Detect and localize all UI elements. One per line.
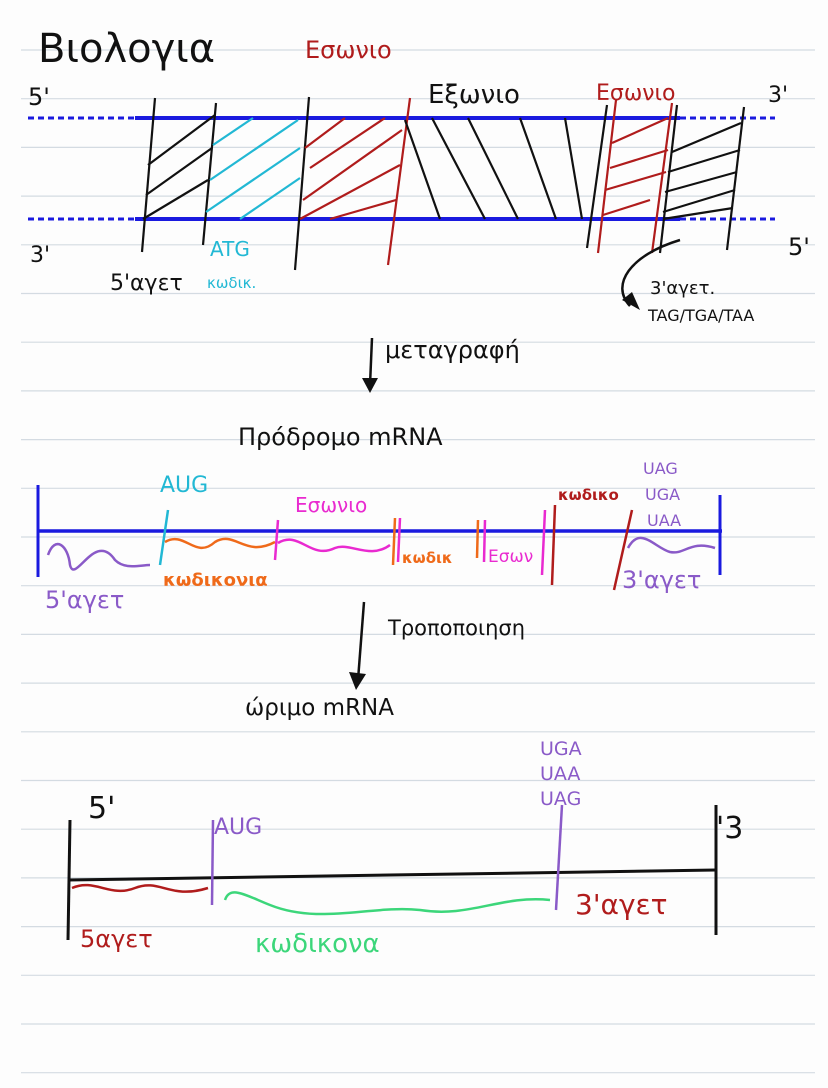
coding-region-label: κωδικονια	[163, 570, 268, 591]
coding-label: κωδικ.	[207, 274, 256, 292]
pre-mrna-diagram: AUG Εσωνιο κωδικονια κωδικ Εσων κωδικο U…	[36, 459, 722, 614]
utr3-label: 3'αγετ.	[650, 278, 715, 299]
arrowhead-icon	[622, 292, 640, 310]
down-arrow-icon	[356, 601, 366, 681]
region-dividers	[140, 96, 746, 271]
transcription-label: μεταγραφή	[385, 336, 520, 364]
coding-label: κωδικονα	[255, 929, 380, 959]
stop-codon-uag: UAG	[643, 459, 678, 478]
hatching	[142, 114, 742, 221]
stop-codon-uaa: UAA	[647, 511, 681, 530]
stop-codon-uag: UAG	[540, 788, 581, 810]
ruled-lines	[21, 49, 815, 1074]
mature-mrna-strand	[67, 868, 717, 882]
dna-label-5prime-bottom: 5'	[788, 233, 810, 261]
utr3-label: 3'αγετ	[575, 888, 668, 921]
aug-label: AUG	[160, 473, 208, 498]
arrowhead-icon	[349, 672, 366, 690]
mature-mrna-title: ώριμο mRNA	[245, 695, 394, 721]
modification-label: Τροποποιηση	[387, 616, 525, 640]
dna-label-3prime-bottom: 3'	[30, 243, 50, 268]
dna-label-3prime-top: 3'	[768, 83, 788, 108]
coding-end-label: κωδικο	[558, 486, 619, 504]
exon-label: Εξωνιο	[428, 80, 520, 110]
dna-label-5prime-top: 5'	[28, 83, 50, 111]
mature-mrna-diagram: 5' '3 AUG UGA UAA UAG 5αγετ κωδικονα 3'α…	[66, 738, 743, 959]
pre-mrna-title: Πρόδρομο mRNA	[238, 423, 443, 451]
intron-label-2: Εσωνιο	[596, 81, 675, 106]
down-arrow-icon	[368, 337, 374, 386]
stop-codons-label: TAG/TGA/TAA	[647, 306, 754, 325]
aug-label: AUG	[214, 815, 262, 840]
utr3-label: 3'αγετ	[622, 566, 701, 594]
intron-label: Εσωνιο	[295, 493, 367, 517]
intron-short-label: Εσων	[488, 547, 533, 567]
utr5-label: 5'αγετ	[45, 586, 124, 614]
page-title: Βιολογια	[38, 26, 215, 72]
stop-codon-uaa: UAA	[540, 763, 580, 785]
mature-3prime-label: '3	[716, 811, 743, 846]
mature-5prime-label: 5'	[88, 791, 115, 826]
arrowhead-icon	[362, 378, 378, 393]
utr5-label: 5'αγετ	[110, 271, 183, 296]
stop-codon-uga: UGA	[540, 738, 582, 760]
intron-label-1: Εσωνιο	[305, 36, 392, 64]
atg-label: ATG	[210, 237, 250, 261]
utr5-label: 5αγετ	[80, 925, 153, 953]
coding-short-label: κωδικ	[402, 549, 453, 567]
dna-diagram: 5' 3' 3' 5' Εσωνιο Εξωνιο Εσωνιο ATG 5'α…	[28, 36, 810, 325]
stop-codon-uga: UGA	[645, 485, 680, 504]
